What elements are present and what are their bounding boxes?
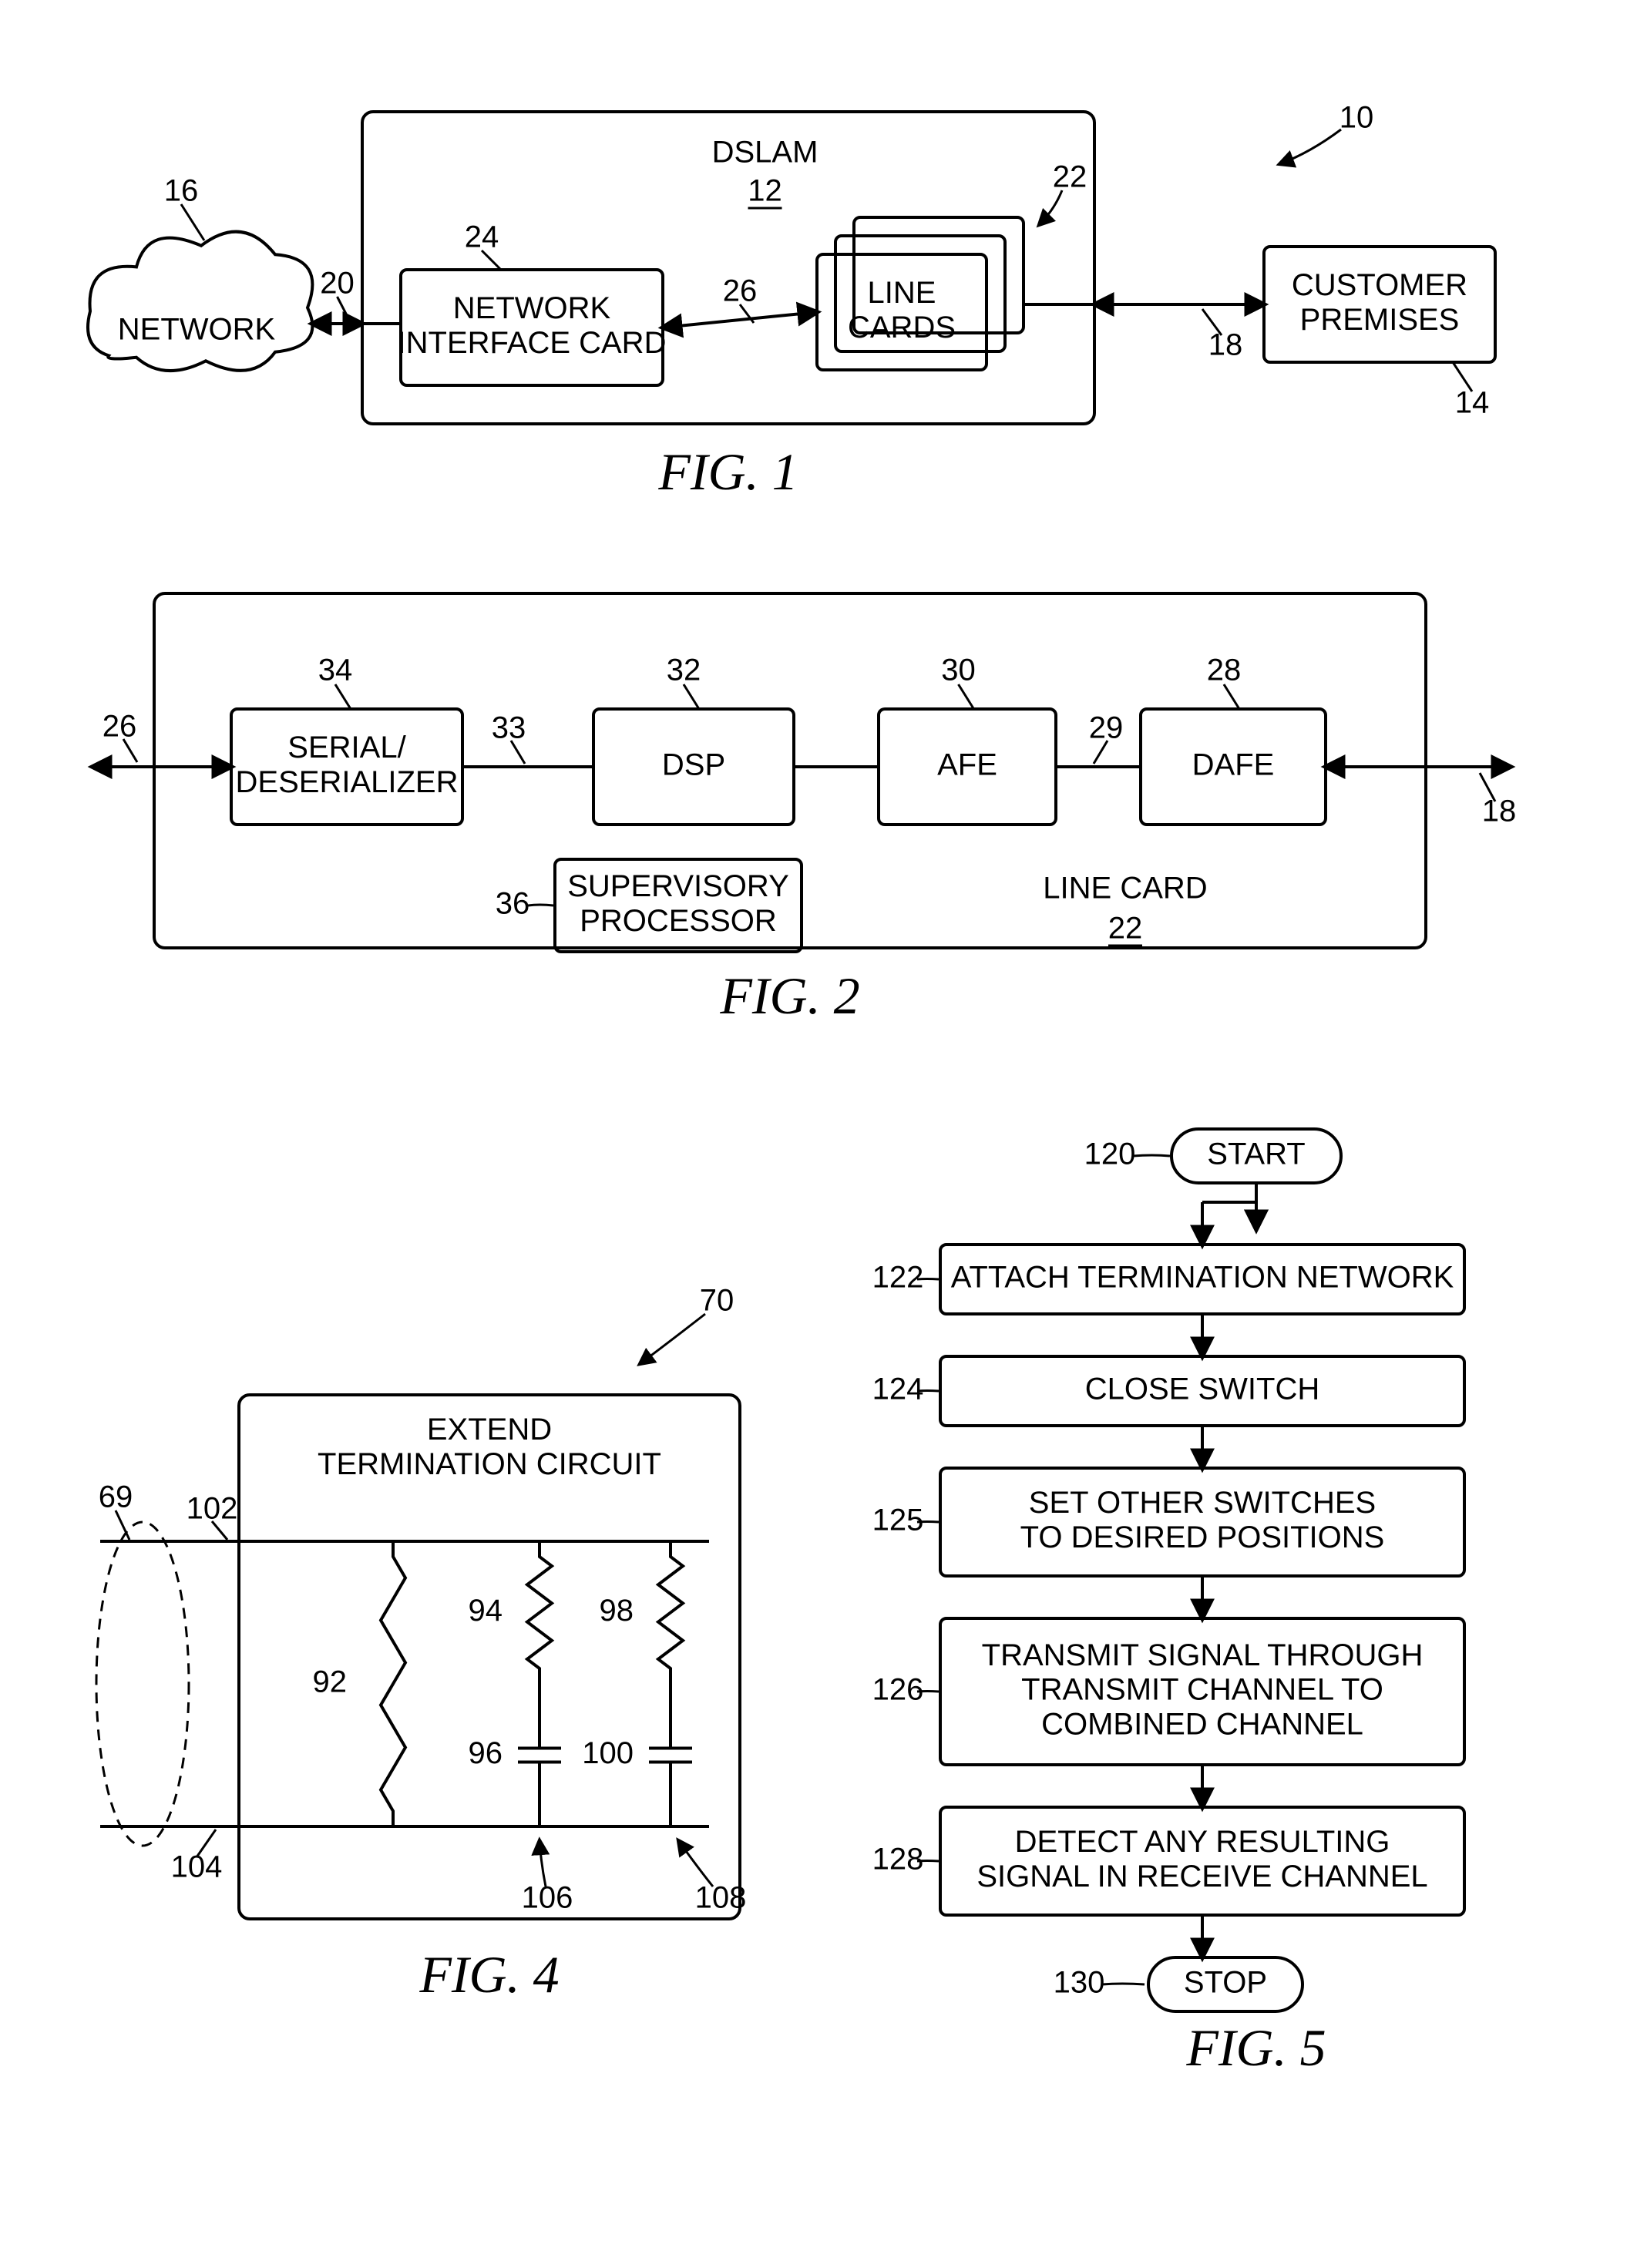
- fig4-caption: FIG. 4: [418, 1945, 559, 2004]
- termination-title: EXTEND: [427, 1413, 552, 1446]
- stop-label: STOP: [1184, 1966, 1267, 2000]
- step-126-ref: 126: [872, 1673, 924, 1707]
- serdes-label: DESERIALIZER: [236, 765, 459, 799]
- fig1-caption: FIG. 1: [657, 442, 798, 501]
- supervisor-ref: 36: [496, 887, 530, 921]
- dafe-ref: 28: [1207, 654, 1242, 687]
- dslam-ref: 12: [748, 174, 782, 208]
- step-122-ref: 122: [872, 1261, 924, 1295]
- linecards-ref: 22: [1053, 160, 1087, 194]
- step-128-label: SIGNAL IN RECEIVE CHANNEL: [976, 1860, 1427, 1893]
- serdes-ref: 34: [318, 654, 353, 687]
- afe-ref: 30: [941, 654, 976, 687]
- f2-18: 18: [1482, 795, 1517, 828]
- linecard-title: LINE CARD: [1043, 872, 1207, 906]
- fig2-caption: FIG. 2: [719, 966, 859, 1025]
- fig4: EXTENDTERMINATION CIRCUIT 69 102 104 92 94 96 1…: [96, 1284, 746, 2004]
- r3: 98: [600, 1594, 634, 1628]
- afe-label: AFE: [937, 748, 997, 782]
- step-124-ref: 124: [872, 1373, 924, 1406]
- customer-label: PREMISES: [1300, 303, 1460, 337]
- linecards-label: LINE: [868, 276, 936, 310]
- wire-top: 102: [187, 1492, 238, 1526]
- f2-33: 33: [492, 711, 526, 745]
- arrow-18: 18: [1208, 328, 1243, 362]
- r1: 92: [313, 1665, 348, 1699]
- arrow-20: 20: [320, 267, 355, 301]
- stop-ref: 130: [1054, 1966, 1105, 2000]
- f2-26: 26: [103, 710, 137, 744]
- customer-label: CUSTOMER: [1292, 268, 1467, 302]
- step-126-label: TRANSMIT CHANNEL TO: [1021, 1673, 1383, 1707]
- network-ref: 16: [164, 174, 199, 208]
- fig5: START 120 ATTACH TERMINATION NETWORK 122 CLO…: [872, 1129, 1464, 2077]
- branch2: 106: [522, 1881, 573, 1915]
- serdes-label: SERIAL/: [287, 731, 406, 764]
- c3: 100: [582, 1736, 634, 1770]
- f2-29: 29: [1089, 711, 1124, 745]
- step-125-label: SET OTHER SWITCHES: [1029, 1486, 1376, 1520]
- network-label: NETWORK: [118, 313, 276, 347]
- fig2: SERIAL/DESERIALIZER 34 DSP 32 AFE 30 DAFE 28 26 3…: [92, 593, 1516, 1025]
- supervisor-label: PROCESSOR: [580, 904, 777, 938]
- pair-ref: 69: [99, 1480, 133, 1514]
- supervisor-label: SUPERVISORY: [567, 869, 789, 903]
- branch3: 108: [695, 1881, 747, 1915]
- dafe-label: DAFE: [1192, 748, 1275, 782]
- step-128-ref: 128: [872, 1843, 924, 1877]
- linecards-label: CARDS: [848, 311, 956, 344]
- r2: 94: [469, 1594, 503, 1628]
- step-126-label: COMBINED CHANNEL: [1041, 1707, 1363, 1741]
- step-126-label: TRANSMIT SIGNAL THROUGH: [982, 1638, 1424, 1672]
- step-125-label: TO DESIRED POSITIONS: [1020, 1520, 1385, 1554]
- dsp-label: DSP: [662, 748, 725, 782]
- dslam-title: DSLAM: [712, 136, 818, 170]
- step-124-label: CLOSE SWITCH: [1085, 1373, 1319, 1406]
- step-128-label: DETECT ANY RESULTING: [1015, 1825, 1390, 1859]
- fig5-caption: FIG. 5: [1185, 2018, 1326, 2077]
- nic-ref: 24: [465, 220, 499, 254]
- arrow-26: 26: [723, 274, 758, 308]
- step-125-ref: 125: [872, 1504, 924, 1537]
- start-label: START: [1207, 1137, 1305, 1171]
- nic-label: INTERFACE CARD: [398, 326, 667, 360]
- fig1: DSLAM12NETWORKINTERFACE CARD24LINECARDS2…: [88, 101, 1495, 501]
- fig1-ref: 10: [1340, 101, 1374, 135]
- termination-title: TERMINATION CIRCUIT: [318, 1447, 661, 1481]
- linecard-ref: 22: [1108, 912, 1143, 946]
- nic-label: NETWORK: [453, 291, 611, 325]
- start-ref: 120: [1084, 1137, 1136, 1171]
- c2: 96: [469, 1736, 503, 1770]
- step-122-label: ATTACH TERMINATION NETWORK: [951, 1261, 1454, 1295]
- dsp-ref: 32: [667, 654, 701, 687]
- wire-bot: 104: [171, 1850, 223, 1884]
- fig4-ref: 70: [700, 1284, 734, 1318]
